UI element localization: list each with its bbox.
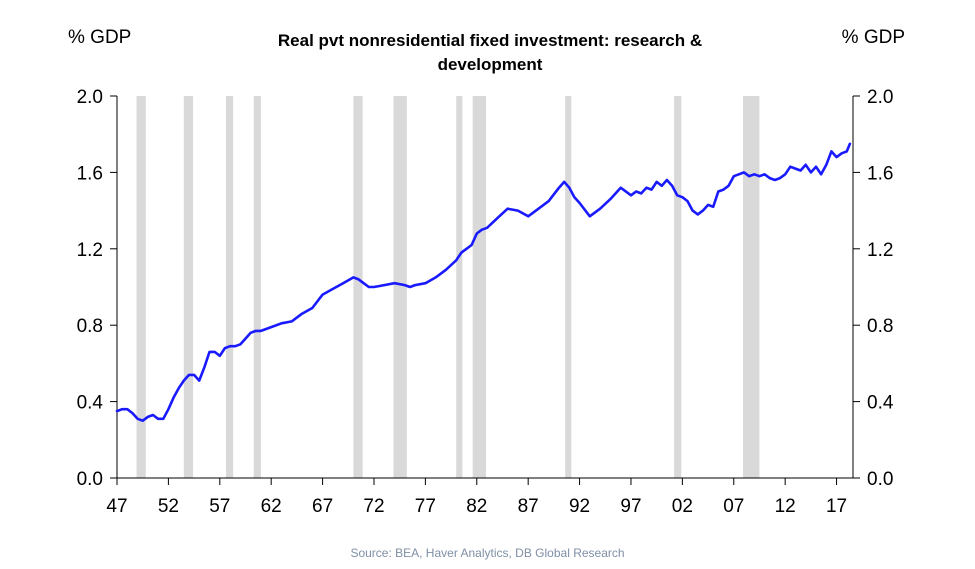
recession-band bbox=[183, 96, 194, 478]
recession-band bbox=[136, 96, 146, 478]
x-tick-label: 97 bbox=[620, 496, 641, 517]
y-tick-label-left: 2.0 bbox=[77, 87, 103, 108]
x-tick-label: 57 bbox=[209, 496, 230, 517]
recession-band bbox=[353, 96, 363, 478]
x-tick-label: 07 bbox=[723, 496, 744, 517]
right-axis-unit-label: % GDP bbox=[841, 27, 905, 48]
x-tick-label: 77 bbox=[415, 496, 436, 517]
x-tick-label: 52 bbox=[158, 496, 179, 517]
recession-band bbox=[674, 96, 682, 478]
x-tick-label: 47 bbox=[106, 496, 127, 517]
x-tick-label: 92 bbox=[569, 496, 590, 517]
y-tick-label-right: 0.0 bbox=[867, 469, 893, 490]
recession-band bbox=[743, 96, 760, 478]
y-tick-label-right: 1.6 bbox=[867, 163, 893, 184]
recession-band bbox=[225, 96, 234, 478]
recession-band bbox=[253, 96, 261, 478]
series-line bbox=[115, 142, 852, 423]
y-tick-label-right: 0.8 bbox=[867, 316, 893, 337]
y-tick-label-left: 1.2 bbox=[77, 240, 103, 261]
x-tick-label: 67 bbox=[312, 496, 333, 517]
y-tick-label-right: 0.4 bbox=[867, 393, 894, 414]
y-tick-label-left: 0.0 bbox=[77, 469, 103, 490]
y-tick-label-right: 1.2 bbox=[867, 240, 893, 261]
y-tick-label-right: 2.0 bbox=[867, 87, 893, 108]
x-tick-label: 72 bbox=[363, 496, 384, 517]
y-tick-label-left: 0.8 bbox=[77, 316, 103, 337]
recession-band bbox=[565, 96, 572, 478]
x-tick-label: 02 bbox=[672, 496, 693, 517]
y-tick-label-left: 0.4 bbox=[77, 393, 104, 414]
x-tick-label: 87 bbox=[518, 496, 539, 517]
chart-title-line-1: Real pvt nonresidential fixed investment… bbox=[277, 31, 703, 50]
x-tick-label: 82 bbox=[466, 496, 487, 517]
left-axis-unit-label: % GDP bbox=[68, 27, 132, 48]
x-tick-label: 17 bbox=[826, 496, 847, 517]
recession-band bbox=[393, 96, 407, 478]
y-tick-label-left: 1.6 bbox=[77, 163, 103, 184]
chart-title-line-2: development bbox=[437, 55, 543, 74]
x-tick-label: 62 bbox=[261, 496, 282, 517]
source-note: Source: BEA, Haver Analytics, DB Global … bbox=[350, 546, 625, 560]
recession-band bbox=[456, 96, 463, 478]
x-tick-label: 12 bbox=[775, 496, 796, 517]
recession-band bbox=[472, 96, 487, 478]
